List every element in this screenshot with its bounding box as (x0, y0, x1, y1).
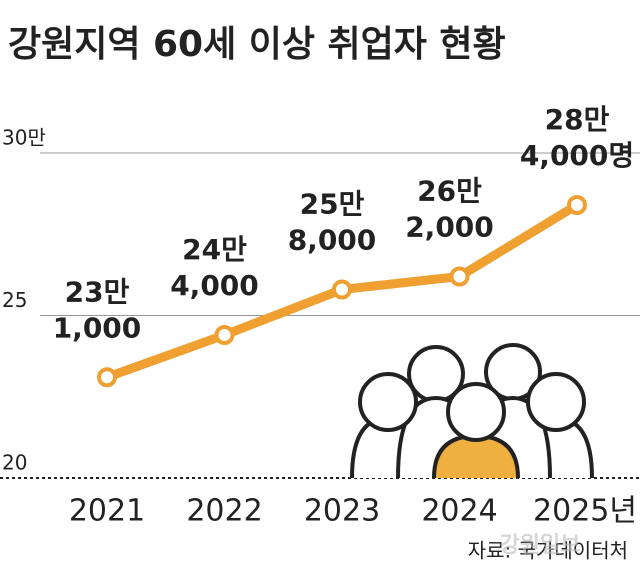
data-label: 26만 (417, 175, 482, 208)
x-tick-label: 2024 (421, 494, 497, 529)
data-label: 8,000 (288, 224, 377, 257)
point (214, 325, 235, 345)
watermark: 강원일보 (500, 533, 581, 558)
data-label: 4,000명 (520, 139, 634, 172)
chart-title: 강원지역 60세 이상 취업자 현황 (8, 24, 506, 65)
point (567, 195, 587, 215)
grid: 20 25 30만 (0, 126, 640, 479)
people-illustration (350, 343, 594, 479)
x-tick-label: 2022 (186, 494, 262, 529)
data-label: 2,000 (405, 211, 494, 244)
x-tick-label: 2021 (69, 494, 145, 529)
point (449, 266, 470, 287)
data-label: 24만 (182, 233, 247, 266)
x-tick-label: 2023 (304, 494, 380, 529)
data-label: 25만 (300, 188, 365, 221)
y-tick-label: 25 (2, 288, 27, 312)
data-label: 4,000 (170, 269, 259, 302)
y-tick-label: 30만 (2, 126, 46, 150)
point (97, 367, 117, 388)
point (332, 279, 352, 300)
data-label: 28만 (545, 103, 610, 136)
x-tick-label: 2025년 (533, 494, 637, 529)
data-label: 1,000 (53, 311, 142, 344)
source: 자료: 국가데이터처 (468, 539, 628, 563)
y-tick-label: 20 (2, 451, 27, 475)
data-label: 23만 (65, 275, 130, 308)
